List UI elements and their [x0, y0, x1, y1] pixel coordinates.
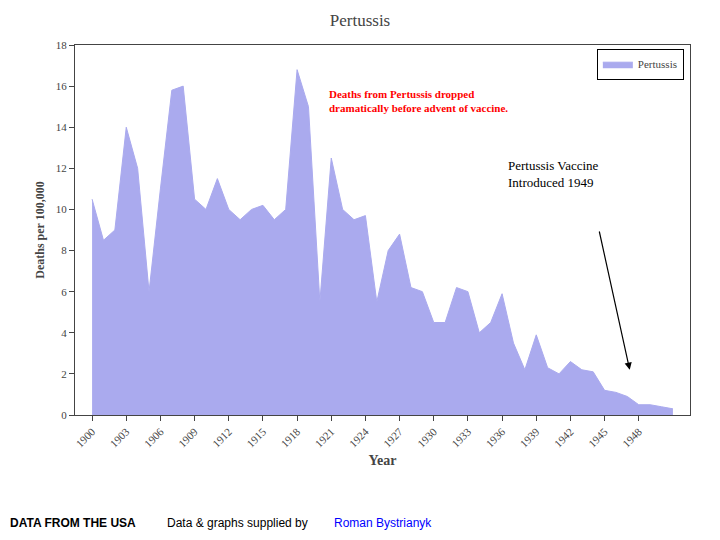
svg-text:Pertussis: Pertussis — [330, 11, 390, 30]
svg-text:10: 10 — [56, 203, 68, 215]
svg-text:18: 18 — [56, 39, 68, 51]
svg-text:1948: 1948 — [620, 425, 644, 449]
svg-text:Deaths per 100,000: Deaths per 100,000 — [33, 181, 47, 278]
svg-text:1942: 1942 — [552, 426, 576, 450]
svg-text:16: 16 — [56, 80, 68, 92]
svg-text:1933: 1933 — [449, 425, 473, 449]
svg-text:14: 14 — [56, 121, 68, 133]
svg-text:DATA FROM THE USA: DATA FROM THE USA — [10, 516, 136, 530]
svg-text:Pertussis: Pertussis — [638, 58, 677, 70]
svg-text:Roman Bystrianyk: Roman Bystrianyk — [334, 516, 432, 530]
svg-text:1924: 1924 — [347, 425, 371, 449]
svg-text:12: 12 — [56, 162, 67, 174]
svg-text:Deaths from Pertussis droppedd: Deaths from Pertussis droppeddramaticall… — [329, 88, 508, 114]
svg-text:1906: 1906 — [142, 425, 166, 449]
svg-text:1945: 1945 — [586, 425, 610, 449]
svg-text:8: 8 — [61, 244, 67, 256]
svg-text:1939: 1939 — [518, 425, 542, 449]
svg-text:1927: 1927 — [381, 425, 405, 449]
svg-text:1936: 1936 — [483, 425, 507, 449]
svg-text:1918: 1918 — [278, 425, 302, 449]
svg-text:1909: 1909 — [176, 425, 200, 449]
svg-text:1915: 1915 — [244, 425, 268, 449]
svg-text:Pertussis VaccineIntroduced 19: Pertussis VaccineIntroduced 1949 — [508, 158, 599, 190]
svg-text:6: 6 — [61, 286, 67, 298]
svg-text:1930: 1930 — [415, 425, 439, 449]
svg-text:4: 4 — [61, 327, 67, 339]
svg-text:1900: 1900 — [73, 425, 97, 449]
svg-text:Data & graphs supplied by: Data & graphs supplied by — [167, 516, 311, 530]
svg-text:Year: Year — [369, 453, 397, 468]
svg-text:1903: 1903 — [108, 425, 132, 449]
svg-text:1912: 1912 — [210, 426, 234, 450]
svg-text:2: 2 — [61, 368, 67, 380]
svg-text:0: 0 — [61, 409, 67, 421]
svg-text:1921: 1921 — [313, 426, 337, 450]
